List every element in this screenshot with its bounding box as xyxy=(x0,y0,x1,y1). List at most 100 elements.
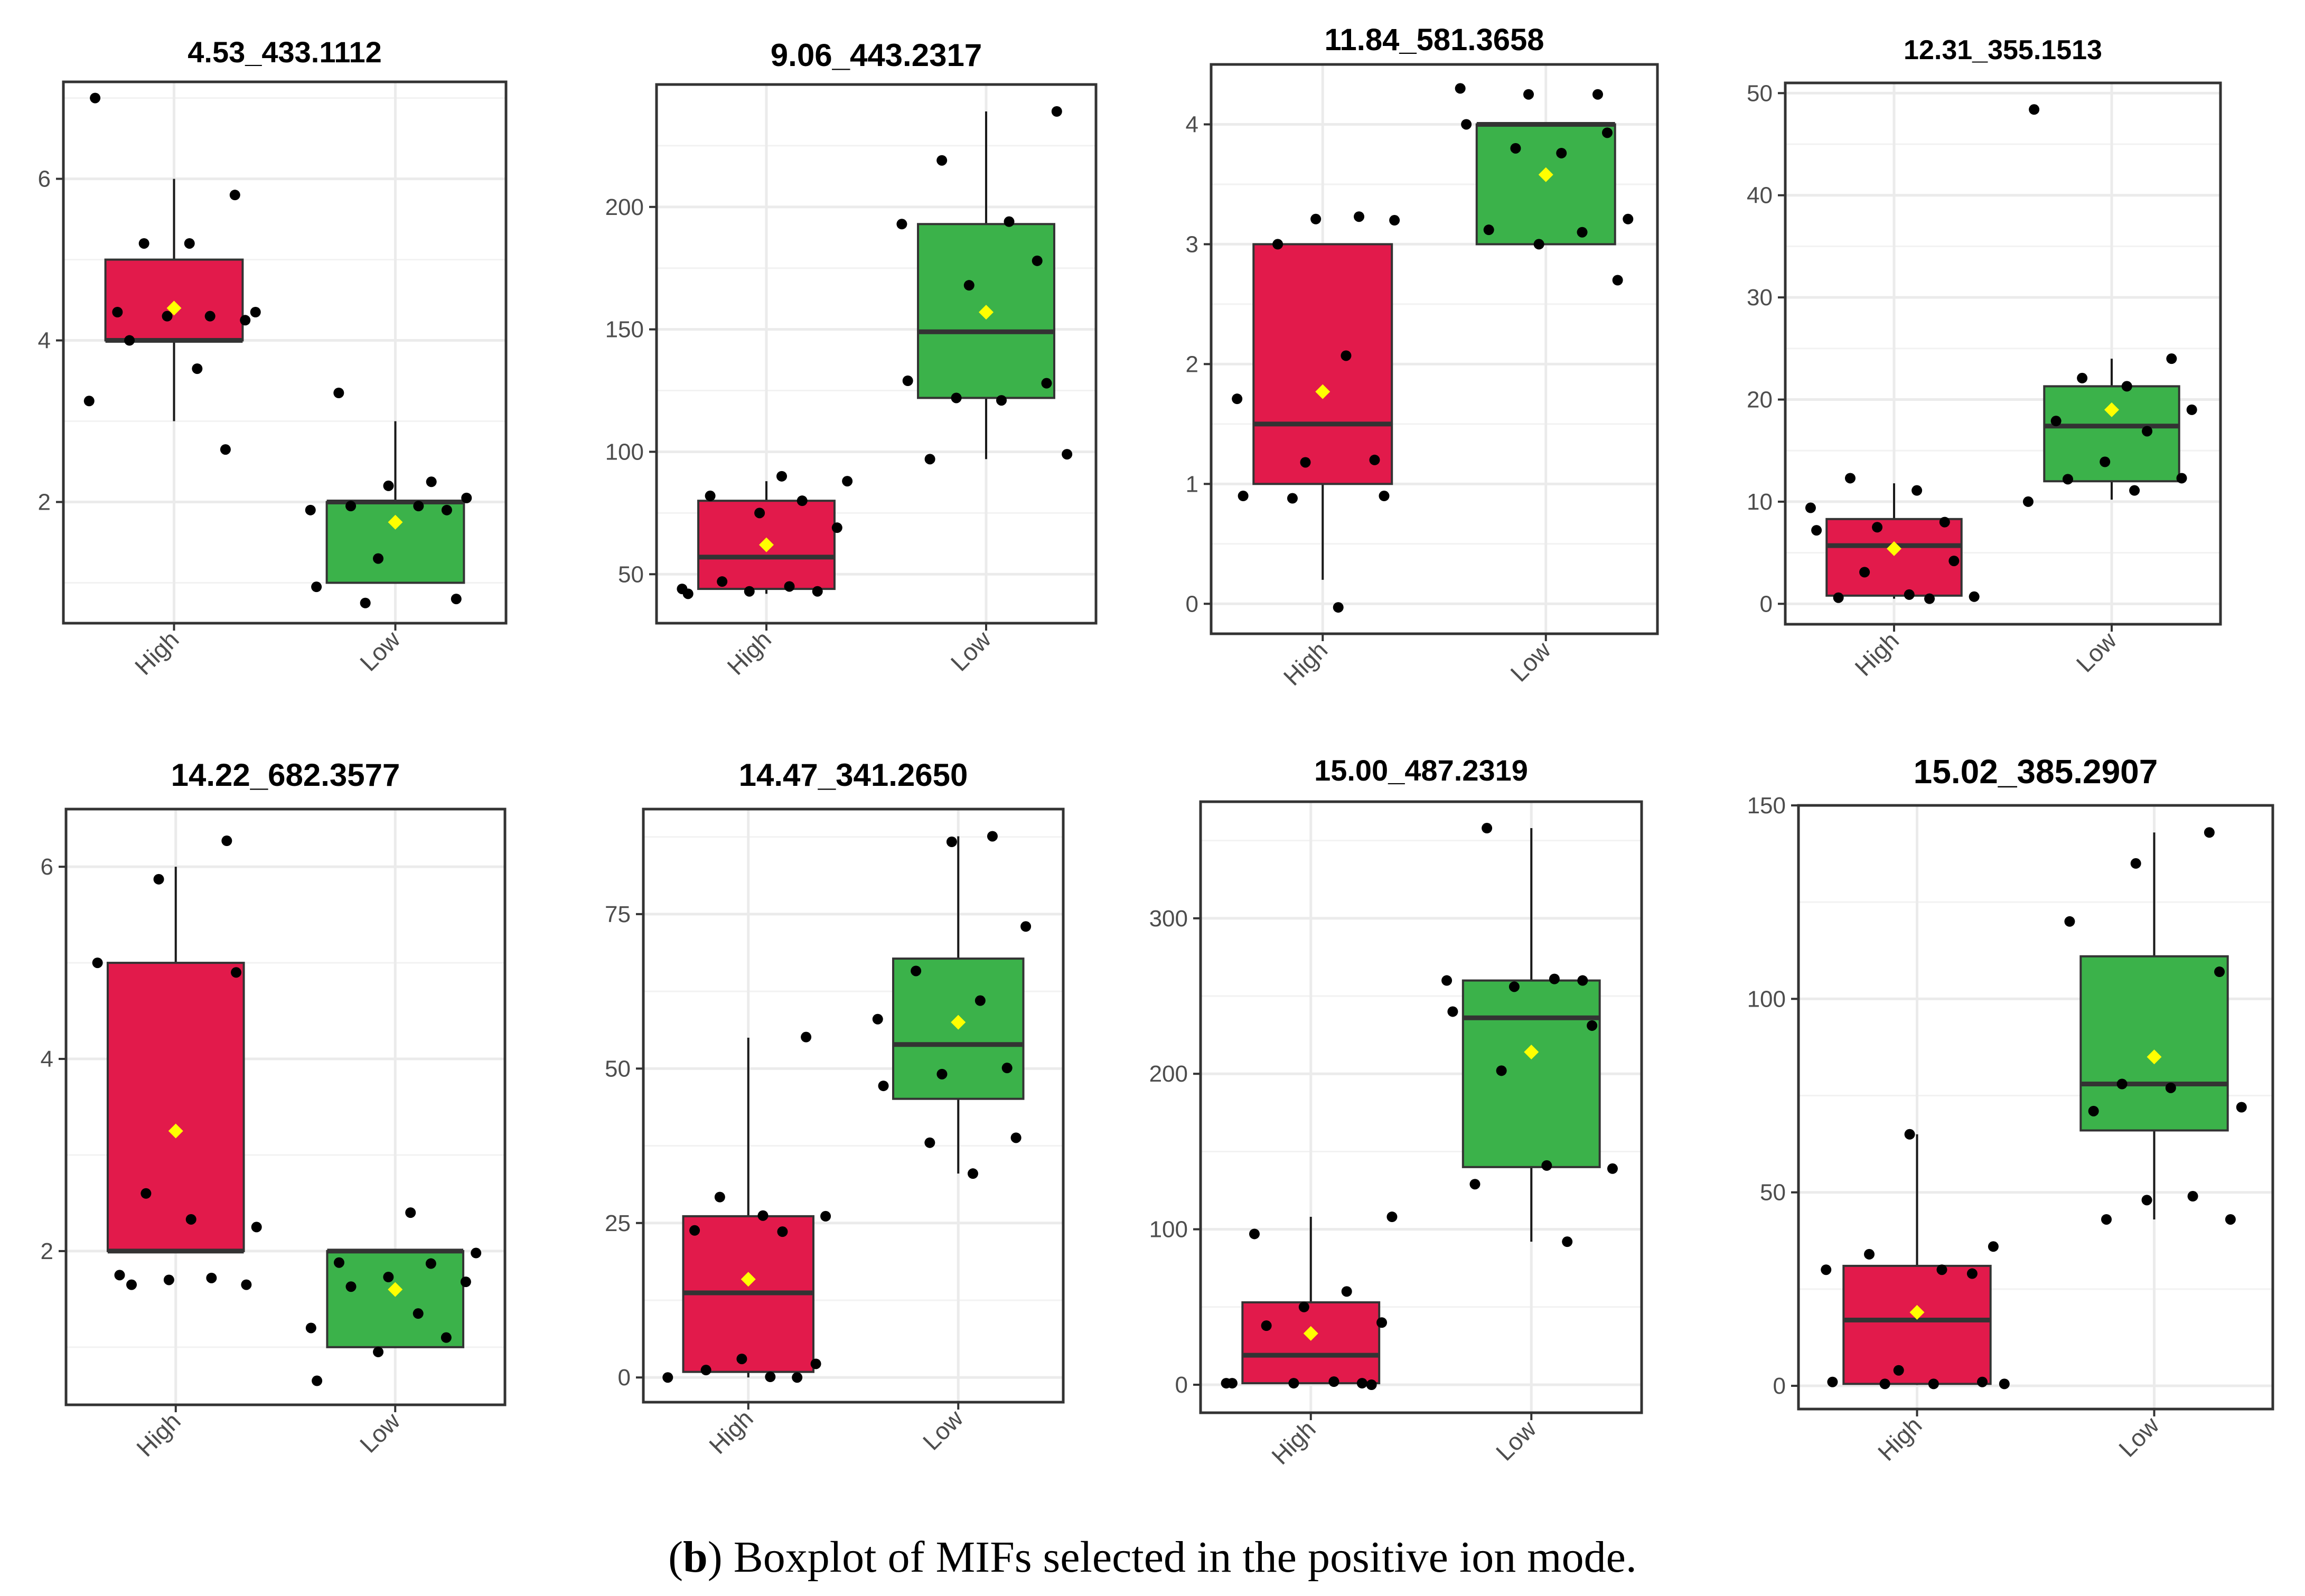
data-point xyxy=(250,307,261,318)
panel-frame xyxy=(655,83,1098,625)
data-point xyxy=(736,1354,747,1365)
mean-marker xyxy=(2104,402,2119,417)
box-body xyxy=(106,962,245,1252)
data-point xyxy=(1341,1286,1352,1297)
data-point xyxy=(878,1081,889,1092)
box-high xyxy=(92,835,262,1290)
box-body xyxy=(1475,123,1616,246)
y-tick-label: 6 xyxy=(41,854,53,880)
data-point xyxy=(1592,89,1603,100)
data-point xyxy=(801,1031,812,1043)
data-point xyxy=(126,1279,137,1290)
data-point xyxy=(1844,473,1856,484)
data-point xyxy=(1904,589,1915,600)
data-point xyxy=(1238,491,1249,502)
y-tick-label: 2 xyxy=(41,1238,53,1264)
data-point xyxy=(1261,1320,1272,1331)
data-point xyxy=(1577,975,1588,986)
data-point xyxy=(2166,353,2177,364)
data-point xyxy=(996,395,1007,406)
data-point xyxy=(902,375,913,386)
x-tick-label-low: Low xyxy=(945,625,997,677)
data-point xyxy=(689,1225,700,1236)
y-tick-label: 4 xyxy=(1186,111,1198,137)
panel-title: 9.06_443.2317 xyxy=(771,37,982,73)
data-point xyxy=(2116,1078,2128,1090)
data-point xyxy=(251,1222,262,1233)
x-tick-label-low: Low xyxy=(2071,626,2122,678)
panel-frame xyxy=(1784,81,2222,626)
y-tick-label: 300 xyxy=(1149,906,1188,932)
mean-marker xyxy=(979,305,994,320)
panel-frame xyxy=(642,808,1065,1404)
box-body xyxy=(104,258,244,342)
data-point xyxy=(90,92,101,104)
data-point xyxy=(1300,457,1311,468)
figure-caption: (b) Boxplot of MIFs selected in the posi… xyxy=(668,1533,1637,1582)
x-tick-label-high: High xyxy=(1266,1415,1321,1470)
box-body xyxy=(1241,1301,1381,1385)
panel-title: 4.53_433.1112 xyxy=(188,35,382,69)
data-point xyxy=(2121,381,2132,392)
mean-marker xyxy=(1887,541,1901,556)
data-point xyxy=(1939,517,1950,528)
data-point xyxy=(305,504,316,515)
data-point xyxy=(124,335,135,346)
box-body xyxy=(1252,243,1393,485)
data-point xyxy=(114,1270,125,1281)
mean-marker xyxy=(951,1015,966,1030)
box-low xyxy=(896,106,1073,465)
data-point xyxy=(1988,1241,1999,1252)
data-point xyxy=(1001,1063,1013,1074)
data-point xyxy=(1328,1376,1339,1387)
data-point xyxy=(2100,456,2111,467)
data-point xyxy=(461,492,472,503)
data-point xyxy=(1062,449,1073,460)
box-low xyxy=(2064,827,2247,1225)
data-point xyxy=(441,1332,452,1343)
data-point xyxy=(153,874,164,885)
panel-frame xyxy=(1210,63,1659,635)
data-point xyxy=(1455,83,1466,94)
data-point xyxy=(744,586,755,597)
data-point xyxy=(2029,104,2040,115)
box-body xyxy=(892,957,1025,1100)
box-high xyxy=(1821,1129,2010,1390)
data-point xyxy=(1386,1212,1398,1223)
x-tick-label-high: High xyxy=(1872,1411,1927,1466)
y-tick-label: 4 xyxy=(38,328,51,354)
data-point xyxy=(872,1013,883,1025)
data-point xyxy=(776,471,788,482)
y-tick-label: 0 xyxy=(1773,1373,1786,1399)
y-tick-label: 3 xyxy=(1186,231,1198,257)
data-point xyxy=(1469,1179,1481,1190)
data-point xyxy=(333,387,344,398)
y-tick-label: 100 xyxy=(1747,986,1786,1012)
box-high xyxy=(1805,473,1980,604)
data-point xyxy=(1447,1006,1458,1017)
data-point xyxy=(2142,426,2153,437)
boxplot-panel-4: 0 10 20 30 40 50 High Low 12.31_355.1513 xyxy=(1747,35,2222,681)
data-point xyxy=(426,476,437,487)
data-point xyxy=(1483,224,1494,236)
data-point xyxy=(441,504,452,515)
data-point xyxy=(373,553,384,564)
mean-marker xyxy=(1303,1326,1318,1341)
y-tick-label: 200 xyxy=(1149,1061,1188,1087)
data-point xyxy=(1010,1132,1022,1143)
x-tick-label-high: High xyxy=(129,625,184,680)
data-point xyxy=(1562,1236,1573,1247)
data-point xyxy=(1051,106,1062,117)
data-point xyxy=(1859,567,1870,578)
y-tick-label: 150 xyxy=(1747,793,1786,819)
panel-title: 12.31_355.1513 xyxy=(1904,35,2102,65)
box-body xyxy=(2043,385,2180,483)
data-point xyxy=(1872,522,1883,533)
data-point xyxy=(451,594,462,605)
data-point xyxy=(305,1322,316,1334)
y-tick-label: 1 xyxy=(1186,471,1198,497)
data-point xyxy=(1864,1248,1875,1260)
data-point xyxy=(946,836,957,847)
mean-marker xyxy=(759,537,774,552)
